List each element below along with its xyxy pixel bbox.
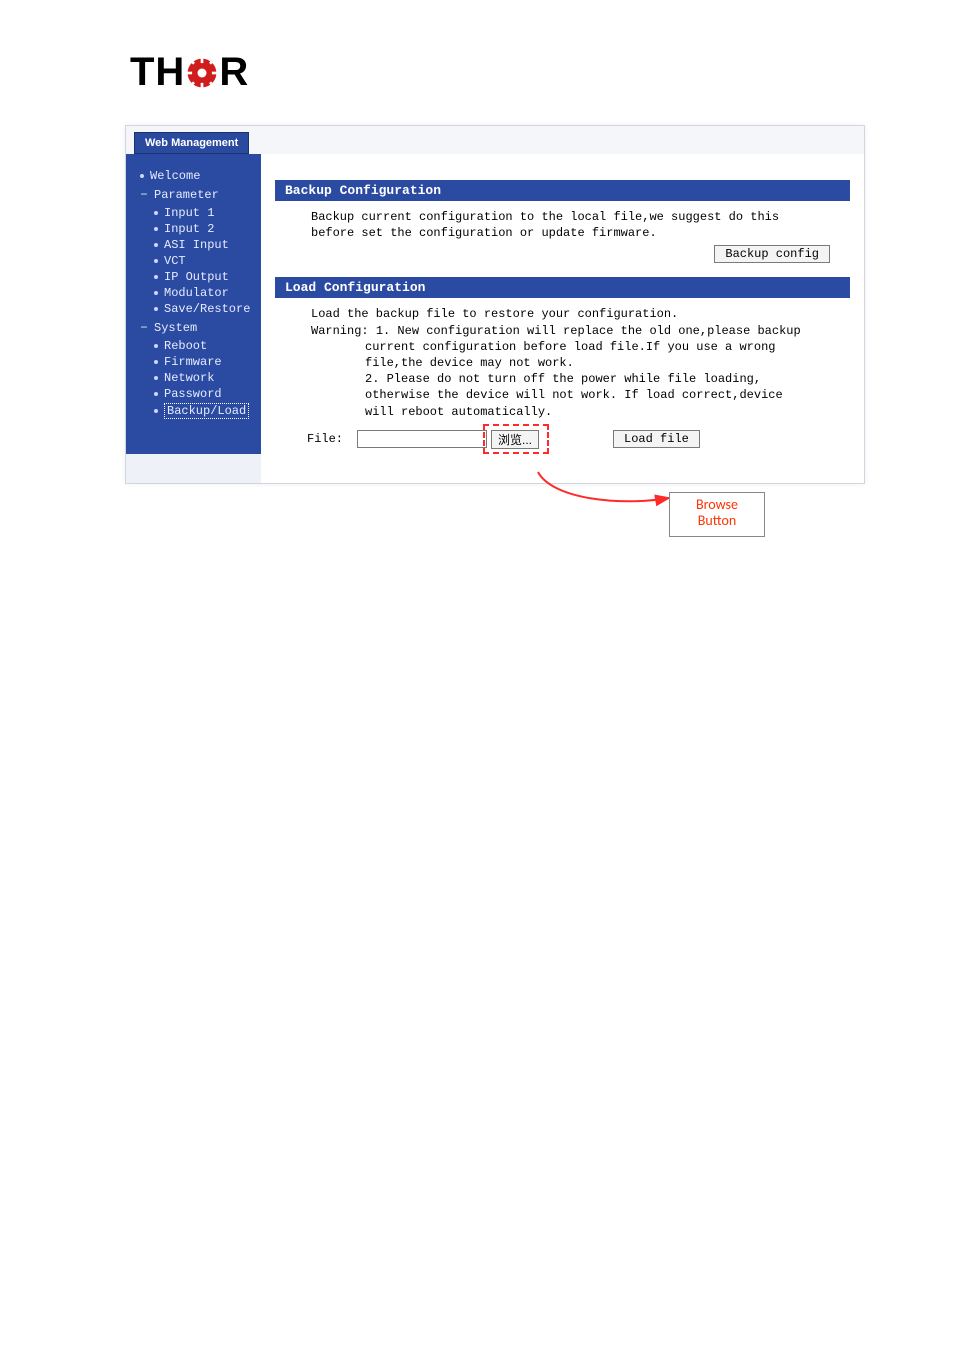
backup-config-button[interactable]: Backup config	[714, 245, 830, 263]
sidebar: Welcome − Parameter Input 1 Input 2 ASI In…	[126, 154, 261, 454]
bullet-icon	[140, 174, 144, 178]
sidebar-group-label: Parameter	[154, 188, 219, 202]
file-path-input[interactable]	[357, 430, 487, 448]
backup-text: before set the configuration or update f…	[311, 225, 840, 241]
sidebar-item-label: Password	[164, 387, 222, 401]
sidebar-item-label: Input 1	[164, 206, 214, 220]
sidebar-item-label: Save/Restore	[164, 302, 250, 316]
sidebar-item-ip-output[interactable]: IP Output	[132, 269, 257, 285]
sidebar-item-input-2[interactable]: Input 2	[132, 221, 257, 237]
sidebar-item-label: Input 2	[164, 222, 214, 236]
bullet-icon	[154, 259, 158, 263]
annotation-text: Button	[674, 513, 760, 530]
sidebar-item-firmware[interactable]: Firmware	[132, 354, 257, 370]
content-panel: Backup Configuration Backup current conf…	[261, 154, 864, 483]
warning-text: otherwise the device will not work. If l…	[365, 387, 840, 403]
sidebar-item-label: ASI Input	[164, 238, 229, 252]
sidebar-item-label: Backup/Load	[164, 403, 249, 419]
sidebar-group-system[interactable]: − System	[132, 320, 257, 336]
bullet-icon	[154, 307, 158, 311]
load-intro: Load the backup file to restore your con…	[311, 306, 840, 322]
sidebar-item-label: Modulator	[164, 286, 229, 300]
minus-icon: −	[140, 188, 148, 202]
tab-row: Web Management	[126, 126, 864, 154]
bullet-icon	[154, 344, 158, 348]
sidebar-item-label: Reboot	[164, 339, 207, 353]
warning-text: file,the device may not work.	[365, 355, 840, 371]
sidebar-item-password[interactable]: Password	[132, 386, 257, 402]
bullet-icon	[154, 376, 158, 380]
sidebar-item-save-restore[interactable]: Save/Restore	[132, 301, 257, 317]
section-title-load: Load Configuration	[275, 277, 850, 298]
bullet-icon	[154, 409, 158, 413]
file-input-group: 浏览...	[357, 430, 539, 449]
sidebar-group-label: System	[154, 321, 197, 335]
warning-text: will reboot automatically.	[365, 404, 840, 420]
sidebar-item-label: Firmware	[164, 355, 222, 369]
warning-text: 2. Please do not turn off the power whil…	[365, 371, 840, 387]
logo-right: R	[219, 50, 249, 95]
app-frame: Web Management Welcome − Parameter Input…	[125, 125, 865, 484]
annotation-arrow-icon	[533, 470, 683, 514]
bullet-icon	[154, 211, 158, 215]
sidebar-item-label: Welcome	[150, 169, 200, 183]
logo-left: TH	[130, 50, 185, 95]
sidebar-item-backup-load[interactable]: Backup/Load	[132, 402, 257, 420]
sidebar-item-reboot[interactable]: Reboot	[132, 338, 257, 354]
sidebar-item-modulator[interactable]: Modulator	[132, 285, 257, 301]
sidebar-item-welcome[interactable]: Welcome	[132, 168, 257, 184]
load-section-body: Load the backup file to restore your con…	[275, 298, 850, 462]
bullet-icon	[154, 275, 158, 279]
sidebar-item-label: VCT	[164, 254, 186, 268]
load-file-button[interactable]: Load file	[613, 430, 700, 448]
sidebar-item-label: Network	[164, 371, 214, 385]
annotation-callout: Browse Button	[669, 492, 765, 538]
sidebar-group-parameter[interactable]: − Parameter	[132, 187, 257, 203]
section-title-backup: Backup Configuration	[275, 180, 850, 201]
backup-text: Backup current configuration to the loca…	[311, 209, 840, 225]
warning-label: Warning:	[311, 324, 369, 338]
bullet-icon	[154, 291, 158, 295]
annotation-text: Browse	[674, 497, 760, 514]
sidebar-item-label: IP Output	[164, 270, 229, 284]
tab-web-management[interactable]: Web Management	[134, 132, 249, 154]
sidebar-item-network[interactable]: Network	[132, 370, 257, 386]
bullet-icon	[154, 360, 158, 364]
logo-gear-icon	[184, 55, 220, 91]
bullet-icon	[154, 392, 158, 396]
warning-text: current configuration before load file.I…	[365, 339, 840, 355]
brand-logo: TH R	[130, 50, 914, 95]
file-label: File:	[307, 431, 343, 447]
warning-text: 1. New configuration will replace the ol…	[376, 324, 801, 338]
sidebar-item-input-1[interactable]: Input 1	[132, 205, 257, 221]
backup-section-body: Backup current configuration to the loca…	[275, 201, 850, 277]
bullet-icon	[154, 227, 158, 231]
sidebar-item-vct[interactable]: VCT	[132, 253, 257, 269]
sidebar-item-asi-input[interactable]: ASI Input	[132, 237, 257, 253]
minus-icon: −	[140, 321, 148, 335]
browse-button[interactable]: 浏览...	[491, 430, 539, 449]
bullet-icon	[154, 243, 158, 247]
